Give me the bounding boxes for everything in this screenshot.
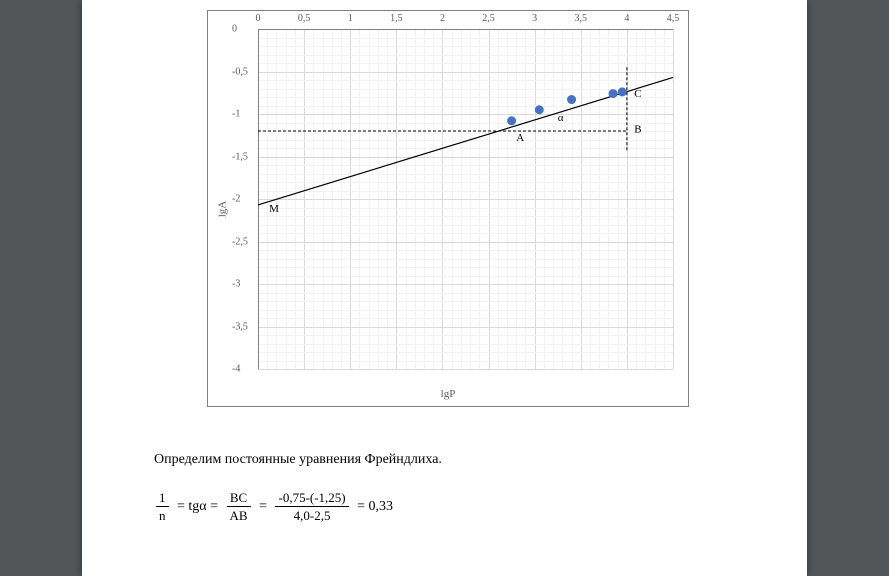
y-tick-label: -1,5	[232, 151, 248, 162]
x-tick-label: 3,5	[575, 13, 588, 24]
grid-hline	[258, 369, 673, 370]
x-tick-label: 0,5	[298, 13, 311, 24]
data-point	[618, 88, 626, 96]
paragraph: Определим постоянные уравнения Фрейндлих…	[154, 450, 744, 470]
frac-ab: AB	[227, 507, 251, 523]
label-A: A	[516, 132, 524, 144]
y-tick-label: -3,5	[232, 321, 248, 332]
x-tick-label: 1	[348, 13, 353, 24]
frac-values-num: -0,75-(-1,25)	[275, 490, 348, 507]
y-tick-label: -4	[232, 364, 240, 375]
frac-values: -0,75-(-1,25) 4,0-2,5	[275, 490, 348, 523]
chart-svg-overlay: M A B Cα	[258, 29, 673, 369]
y-axis-label: lgA	[216, 200, 228, 217]
x-tick-label: 4,5	[667, 13, 680, 24]
chart-plot-area: 00,511,522,533,544,50-0,5-1-1,5-2-2,5-3-…	[258, 29, 673, 369]
grid-vline	[673, 29, 674, 369]
page: lgA lgP 00,511,522,533,544,50-0,5-1-1,5-…	[82, 0, 807, 576]
label-C: C	[634, 88, 641, 100]
label-alpha: α	[558, 112, 564, 124]
frac-1-n-den: n	[156, 507, 169, 523]
data-point	[568, 96, 576, 104]
frac-1-n-num: 1	[156, 490, 169, 507]
x-tick-label: 2	[440, 13, 445, 24]
frac-values-den: 4,0-2,5	[275, 507, 348, 523]
label-B: B	[634, 124, 641, 136]
eq-result: = 0,33	[354, 499, 396, 515]
frac-1-n: 1 n	[156, 490, 169, 523]
chart-frame: lgA lgP 00,511,522,533,544,50-0,5-1-1,5-…	[207, 10, 689, 407]
label-M: M	[269, 203, 279, 215]
data-point	[609, 90, 617, 98]
x-tick-label: 0	[256, 13, 261, 24]
frac-bc-ab: BC AB	[227, 490, 251, 523]
frac-bc: BC	[227, 490, 251, 507]
y-tick-label: -2	[232, 194, 240, 205]
equation: 1 n = tgα = BC AB = -0,75-(-1,25) 4,0-2,…	[154, 490, 396, 523]
x-tick-label: 4	[624, 13, 629, 24]
x-tick-label: 2,5	[482, 13, 495, 24]
y-tick-label: -2,5	[232, 236, 248, 247]
data-point	[535, 106, 543, 114]
data-point	[508, 117, 516, 125]
y-tick-label: -1	[232, 109, 240, 120]
y-tick-label: 0	[232, 24, 237, 35]
x-axis-label: lgP	[441, 388, 456, 400]
y-tick-label: -0,5	[232, 66, 248, 77]
x-tick-label: 3	[532, 13, 537, 24]
y-tick-label: -3	[232, 279, 240, 290]
eq-part-2: =	[256, 499, 270, 515]
x-tick-label: 1,5	[390, 13, 403, 24]
eq-part-1: = tgα =	[174, 499, 221, 515]
